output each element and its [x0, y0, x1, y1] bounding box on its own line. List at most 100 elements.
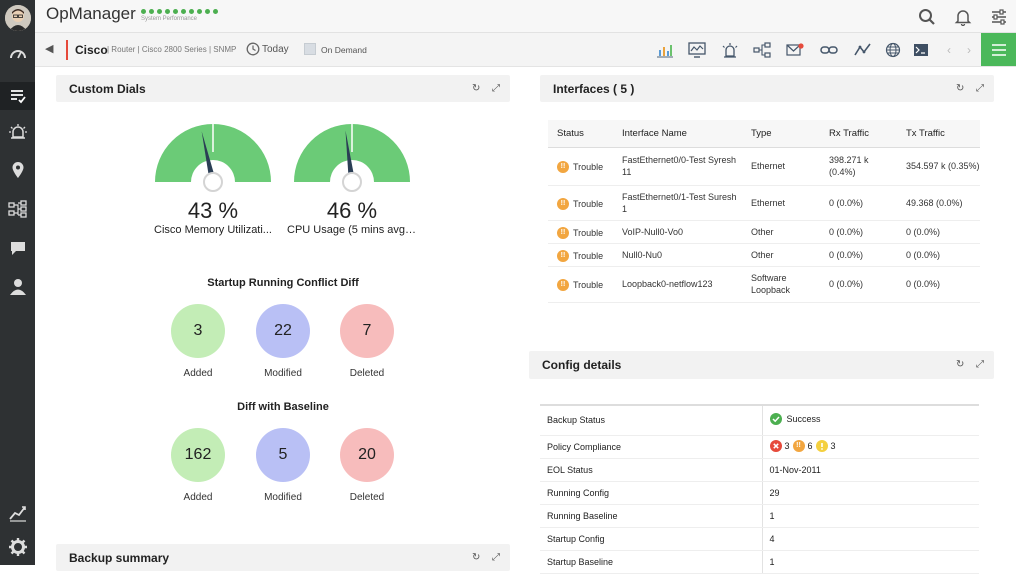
table-row: Startup Baseline 1 [540, 550, 979, 574]
gauge-arc [294, 124, 410, 182]
chat-icon[interactable] [6, 236, 30, 260]
top-bar: OpManager System Performance [35, 0, 1016, 33]
back-chevron-icon[interactable]: ◀ [45, 43, 54, 55]
settings-gear-icon[interactable] [6, 535, 30, 559]
major-count[interactable]: 6 [807, 440, 813, 451]
hamburger-icon [991, 43, 1006, 56]
interface-type: Other [742, 220, 820, 244]
monitor-graph-icon[interactable] [687, 41, 707, 59]
refresh-icon[interactable]: ↻ [956, 359, 965, 370]
baseline-deleted-count[interactable]: 20 [340, 428, 394, 482]
column-header[interactable]: Status [548, 120, 613, 148]
config-value[interactable]: 1 [762, 504, 979, 528]
user-icon[interactable] [6, 275, 30, 299]
baseline-added-count[interactable]: 162 [171, 428, 225, 482]
gauge-needle [201, 131, 217, 183]
filter-sliders-icon[interactable] [989, 7, 1009, 27]
refresh-icon[interactable]: ↻ [472, 83, 481, 94]
panel-title: Config details [542, 358, 622, 372]
critical-x-icon [769, 439, 782, 452]
startup-added-label: Added [183, 368, 213, 379]
table-row[interactable]: !! Trouble VoIP-Null0-Vo0 Other 0 (0.0%) … [548, 220, 980, 244]
refresh-icon[interactable]: ↻ [956, 83, 965, 94]
memory-gauge [155, 124, 271, 192]
critical-count[interactable]: 3 [784, 440, 790, 451]
expand-icon[interactable]: ⤢ [492, 552, 500, 563]
config-label: Policy Compliance [540, 435, 763, 459]
baseline-modified-count[interactable]: 5 [256, 428, 310, 482]
interface-name[interactable]: FastEthernet0/0-Test Syresh 11 [613, 147, 742, 186]
baseline-added-label: Added [183, 492, 213, 503]
interface-name[interactable]: Null0-Nu0 [613, 243, 742, 267]
interface-name[interactable]: VoIP-Null0-Vo0 [613, 220, 742, 244]
custom-dials-header: Custom Dials ↻ ⤢ [56, 75, 510, 102]
interface-type: Ethernet [742, 185, 820, 221]
time-range-today[interactable]: Today [262, 44, 289, 55]
network-icon[interactable] [6, 197, 30, 221]
status-text: Trouble [573, 162, 604, 172]
brand-dots [141, 9, 218, 14]
backup-status-value: Success [786, 414, 821, 425]
search-icon[interactable] [917, 7, 937, 27]
tx-traffic: 49.368 (0.0%) [897, 185, 980, 221]
topology-icon[interactable] [752, 41, 772, 59]
config-label: Startup Baseline [540, 550, 763, 574]
panel-title: Interfaces ( 5 ) [553, 82, 635, 96]
startup-added-count[interactable]: 3 [171, 304, 225, 358]
device-toolbar: ◀ Cisco | Router | Cisco 2800 Series | S… [35, 33, 1016, 67]
table-row: EOL Status 01-Nov-2011 [540, 458, 979, 482]
menu-hamburger-button[interactable] [981, 33, 1016, 66]
interface-type: Other [742, 243, 820, 267]
map-pin-icon[interactable] [6, 158, 30, 182]
config-label: Running Baseline [540, 504, 763, 528]
on-demand-label[interactable]: On Demand [321, 45, 367, 55]
startup-deleted-count[interactable]: 7 [340, 304, 394, 358]
alarm-siren-icon[interactable] [720, 41, 740, 59]
expand-icon[interactable]: ⤢ [976, 359, 984, 370]
dashboard-icon[interactable] [6, 42, 30, 66]
inventory-icon[interactable] [0, 82, 35, 110]
expand-icon[interactable]: ⤢ [976, 83, 984, 94]
status-text: Trouble [573, 198, 604, 209]
terminal-icon[interactable] [911, 41, 931, 59]
startup-modified-count[interactable]: 22 [256, 304, 310, 358]
column-header[interactable]: Type [742, 120, 820, 148]
table-row: Backup Status Success [540, 405, 979, 436]
next-chevron-icon[interactable]: › [967, 43, 971, 57]
globe-icon[interactable] [883, 41, 903, 59]
column-header[interactable]: Interface Name [613, 120, 742, 148]
table-row[interactable]: !! Trouble Null0-Nu0 Other 0 (0.0%) 0 (0.… [548, 243, 980, 267]
table-row[interactable]: !! Trouble FastEthernet0/1-Test Suresh 1 … [548, 185, 980, 221]
column-header[interactable]: Tx Traffic [897, 120, 980, 148]
mail-alert-icon[interactable] [785, 41, 805, 59]
link-icon[interactable] [819, 41, 839, 59]
poll-checkbox[interactable] [304, 43, 316, 55]
clock-icon[interactable] [246, 42, 260, 61]
alarms-icon[interactable] [6, 120, 30, 144]
table-row: Startup Config 4 [540, 527, 979, 551]
interface-name[interactable]: Loopback0-netflow123 [613, 266, 742, 303]
device-meta: | Router | Cisco 2800 Series | SNMP [107, 45, 237, 54]
tx-traffic: 0 (0.0%) [897, 220, 980, 244]
expand-icon[interactable]: ⤢ [492, 83, 500, 94]
refresh-icon[interactable]: ↻ [472, 552, 481, 563]
config-value[interactable]: 1 [762, 550, 979, 574]
trend-icon[interactable] [853, 41, 873, 59]
table-row[interactable]: !! Trouble FastEthernet0/0-Test Syresh 11… [548, 147, 980, 186]
table-row[interactable]: !! Trouble Loopback0-netflow123 Software … [548, 266, 980, 303]
reports-icon[interactable] [6, 500, 30, 524]
config-details-table: Backup Status Success Policy Compliance … [540, 404, 979, 574]
config-value[interactable]: 4 [762, 527, 979, 551]
app-subtitle: System Performance [141, 16, 198, 22]
bar-chart-icon[interactable] [655, 41, 675, 59]
column-header[interactable]: Rx Traffic [820, 120, 897, 148]
avatar[interactable] [5, 5, 31, 31]
notifications-bell-icon[interactable] [953, 7, 973, 27]
interface-name[interactable]: FastEthernet0/1-Test Suresh 1 [613, 185, 742, 221]
trouble-status-icon: !! [557, 249, 569, 262]
prev-chevron-icon[interactable]: ‹ [947, 43, 951, 57]
config-value[interactable]: 29 [762, 481, 979, 505]
config-label: EOL Status [540, 458, 763, 482]
warning-count[interactable]: 3 [830, 440, 836, 451]
gauge-needle [345, 130, 356, 183]
